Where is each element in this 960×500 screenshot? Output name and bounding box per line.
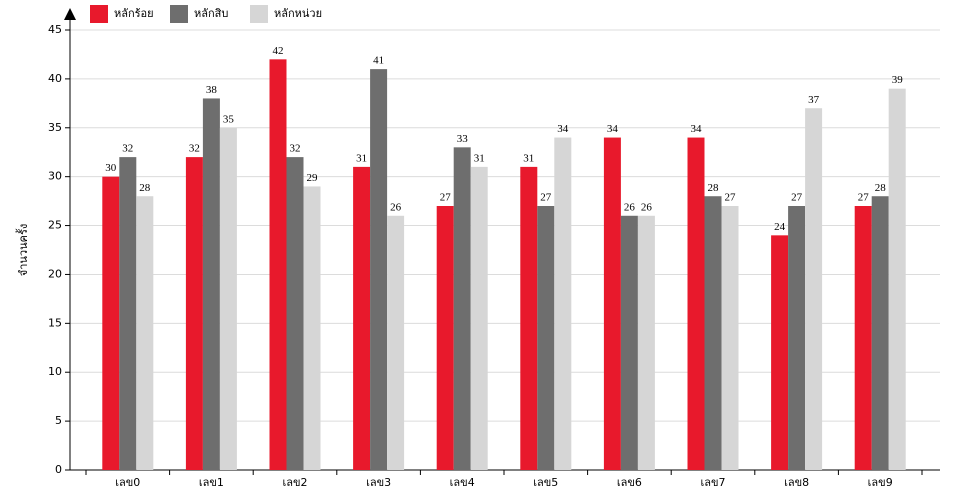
value-label: 28 (708, 182, 720, 194)
value-label: 34 (557, 123, 569, 135)
y-tick-label: 5 (55, 414, 62, 427)
value-label: 32 (290, 143, 301, 155)
x-tick-label: เลข4 (450, 476, 475, 489)
bar (704, 196, 722, 470)
value-label: 32 (189, 143, 200, 155)
bar (269, 59, 287, 470)
bar (136, 196, 154, 470)
y-tick-label: 45 (48, 23, 62, 36)
x-tick-label: เลข1 (199, 476, 224, 489)
x-tick-label: เลข9 (868, 476, 893, 489)
bar (788, 206, 806, 470)
bar (370, 69, 388, 470)
value-label: 27 (791, 192, 803, 204)
bar (185, 157, 203, 470)
y-tick-label: 0 (55, 463, 62, 476)
value-label: 32 (122, 143, 133, 155)
value-label: 38 (206, 84, 218, 96)
value-label: 41 (373, 55, 384, 67)
value-label: 34 (607, 123, 619, 135)
bar (470, 166, 488, 470)
legend-swatch (90, 5, 108, 23)
x-tick-label: เลข0 (115, 476, 140, 489)
bar (219, 127, 237, 471)
legend-label: หลักร้อย (114, 7, 154, 20)
bar (520, 166, 538, 470)
bar (202, 98, 220, 470)
y-tick-label: 30 (48, 170, 62, 183)
bar (721, 206, 739, 470)
value-label: 35 (223, 113, 235, 125)
x-tick-label: เลข7 (700, 476, 725, 489)
value-label: 33 (457, 133, 469, 145)
value-label: 31 (523, 152, 534, 164)
value-label: 34 (691, 123, 703, 135)
bar (436, 206, 454, 470)
value-label: 42 (273, 45, 284, 57)
bar (119, 157, 137, 470)
x-tick-label: เลข3 (366, 476, 391, 489)
bar (888, 88, 906, 471)
bar (771, 235, 789, 470)
bar (303, 186, 321, 470)
value-label: 31 (474, 152, 485, 164)
bar (637, 215, 655, 470)
legend-swatch (250, 5, 268, 23)
bar (687, 137, 705, 471)
value-label: 30 (105, 162, 117, 174)
value-label: 26 (624, 201, 636, 213)
value-label: 31 (356, 152, 367, 164)
y-tick-label: 10 (48, 365, 62, 378)
y-axis-label: จำนวนครั้ง (15, 224, 30, 276)
value-label: 27 (440, 192, 452, 204)
bar (453, 147, 471, 471)
value-label: 29 (307, 172, 319, 184)
bar (537, 206, 555, 470)
bar (387, 215, 405, 470)
legend-label: หลักสิบ (194, 7, 228, 20)
bar (620, 215, 638, 470)
bar (102, 176, 120, 470)
y-tick-label: 20 (48, 267, 62, 280)
value-label: 28 (139, 182, 151, 194)
y-tick-label: 15 (48, 316, 62, 329)
axis-arrow (64, 8, 76, 20)
value-label: 39 (892, 74, 904, 86)
value-label: 37 (808, 94, 820, 106)
bar (854, 206, 872, 470)
x-tick-label: เลข6 (617, 476, 642, 489)
y-tick-label: 35 (48, 121, 62, 134)
value-label: 27 (858, 192, 870, 204)
value-label: 28 (875, 182, 887, 194)
x-tick-label: เลข2 (282, 476, 307, 489)
legend-swatch (170, 5, 188, 23)
x-tick-label: เลข8 (784, 476, 809, 489)
y-tick-label: 25 (48, 219, 62, 232)
bar (805, 108, 823, 470)
value-label: 27 (725, 192, 737, 204)
bar (286, 157, 304, 470)
value-label: 26 (390, 201, 402, 213)
bar (871, 196, 889, 470)
value-label: 26 (641, 201, 653, 213)
bar (603, 137, 621, 471)
y-tick-label: 40 (48, 72, 62, 85)
bar (353, 166, 371, 470)
x-tick-label: เลข5 (533, 476, 558, 489)
value-label: 27 (540, 192, 552, 204)
legend-label: หลักหน่วย (274, 7, 322, 20)
value-label: 24 (774, 221, 786, 233)
bar (554, 137, 572, 471)
